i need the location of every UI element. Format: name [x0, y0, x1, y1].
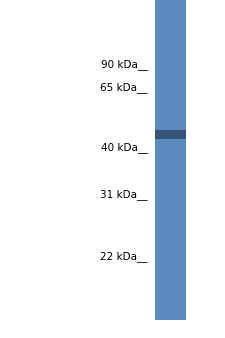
Text: 90 kDa__: 90 kDa__ — [101, 59, 148, 70]
Text: 40 kDa__: 40 kDa__ — [101, 143, 148, 153]
Text: 65 kDa__: 65 kDa__ — [101, 82, 148, 93]
Text: 31 kDa__: 31 kDa__ — [101, 190, 148, 200]
Text: 22 kDa__: 22 kDa__ — [101, 251, 148, 262]
